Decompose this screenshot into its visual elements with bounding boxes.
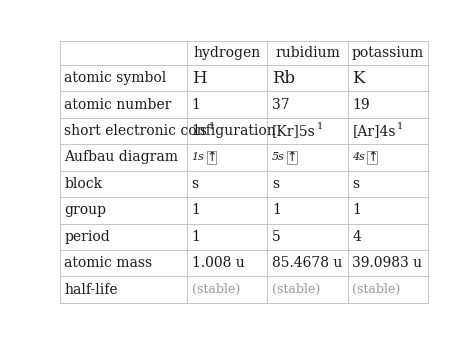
Text: 5s: 5s [272, 152, 285, 163]
Bar [287, 151, 297, 164]
Text: atomic mass: atomic mass [64, 256, 152, 270]
Text: 5: 5 [272, 230, 281, 244]
Text: 1s: 1s [191, 152, 204, 163]
Bar [207, 151, 216, 164]
Text: s: s [191, 177, 198, 191]
Text: Rb: Rb [272, 70, 295, 87]
Text: 4s: 4s [352, 152, 365, 163]
Text: 1: 1 [191, 203, 200, 217]
Text: (stable): (stable) [352, 283, 401, 296]
Text: potassium: potassium [352, 46, 424, 60]
Text: s: s [352, 177, 359, 191]
Text: 1: 1 [191, 230, 200, 244]
Text: ↑: ↑ [206, 151, 217, 164]
Text: 1: 1 [317, 122, 323, 131]
Text: 1: 1 [208, 122, 215, 131]
Text: 1s: 1s [191, 124, 208, 138]
Text: rubidium: rubidium [275, 46, 340, 60]
Text: group: group [64, 203, 106, 217]
Text: hydrogen: hydrogen [193, 46, 260, 60]
Text: 1: 1 [352, 203, 361, 217]
Bar [367, 151, 377, 164]
Text: ↑: ↑ [287, 151, 297, 164]
Text: ↑: ↑ [367, 151, 377, 164]
Text: [Ar]4s: [Ar]4s [352, 124, 396, 138]
Text: (stable): (stable) [191, 283, 240, 296]
Text: 1: 1 [397, 122, 403, 131]
Text: 85.4678 u: 85.4678 u [272, 256, 342, 270]
Text: 19: 19 [352, 98, 370, 112]
Text: 37: 37 [272, 98, 289, 112]
Text: atomic symbol: atomic symbol [64, 71, 167, 85]
Text: K: K [352, 70, 365, 87]
Text: H: H [191, 70, 206, 87]
Text: 4: 4 [352, 230, 361, 244]
Text: half-life: half-life [64, 283, 118, 296]
Text: block: block [64, 177, 102, 191]
Text: 1.008 u: 1.008 u [191, 256, 244, 270]
Text: 1: 1 [272, 203, 281, 217]
Text: Aufbau diagram: Aufbau diagram [64, 150, 178, 165]
Text: (stable): (stable) [272, 283, 320, 296]
Text: short electronic configuration: short electronic configuration [64, 124, 276, 138]
Text: 39.0983 u: 39.0983 u [352, 256, 423, 270]
Text: atomic number: atomic number [64, 98, 172, 112]
Text: period: period [64, 230, 110, 244]
Text: [Kr]5s: [Kr]5s [272, 124, 316, 138]
Text: s: s [272, 177, 279, 191]
Text: 1: 1 [191, 98, 200, 112]
